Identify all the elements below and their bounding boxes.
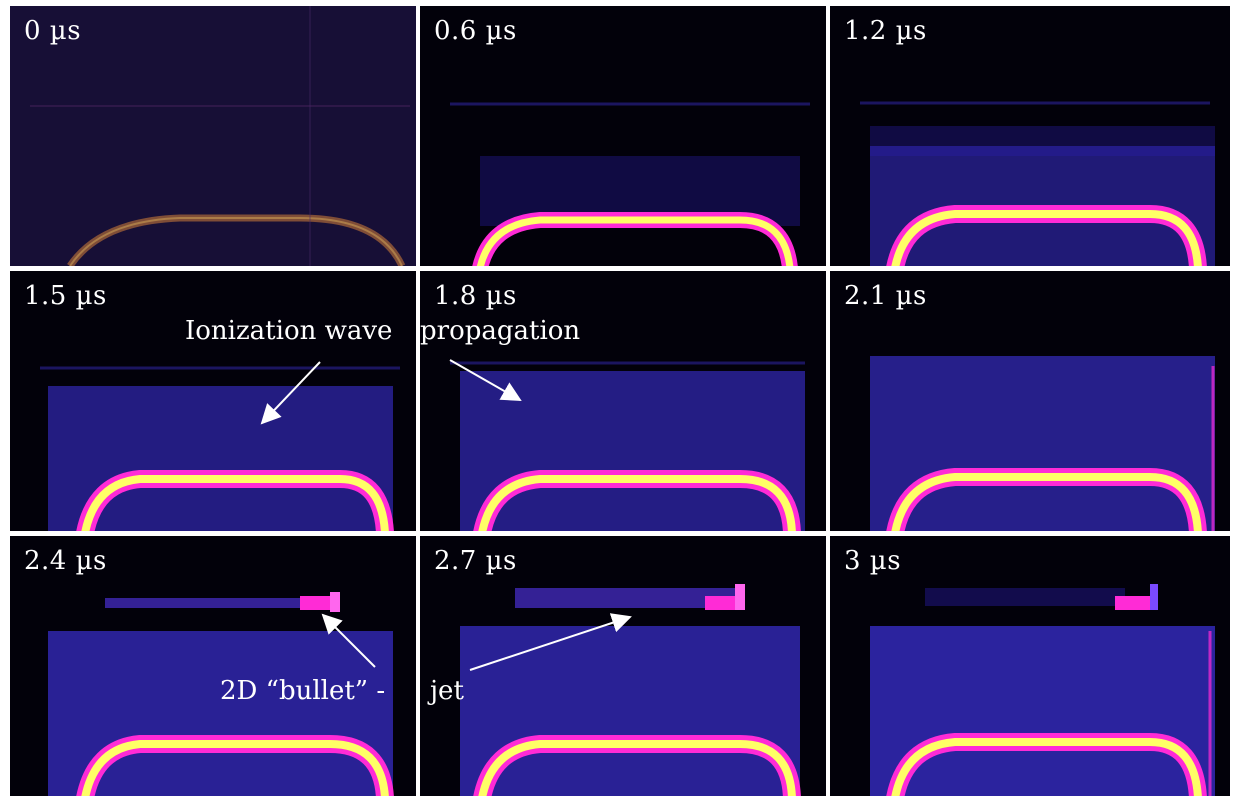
frame-1-2us-image — [830, 6, 1230, 266]
ionization-wave-label: Ionization wave — [185, 316, 393, 346]
time-label: 2.7 µs — [434, 546, 517, 576]
frame-0-6us-image — [420, 6, 826, 266]
frame-1-5us: 1.5 µs — [10, 271, 416, 531]
frame-2-4us: 2.4 µs — [10, 536, 416, 796]
frame-1-5us-image — [10, 271, 416, 531]
time-label: 3 µs — [844, 546, 902, 576]
frame-0us-image — [10, 6, 416, 266]
propagation-label: propagation — [420, 316, 581, 346]
jet-label: jet — [430, 676, 464, 706]
time-label: 0 µs — [24, 16, 82, 46]
frame-1-2us: 1.2 µs — [830, 6, 1230, 266]
frame-2-7us: 2.7 µs — [420, 536, 826, 796]
bullet-label: 2D “bullet” - — [220, 676, 386, 706]
time-label: 1.5 µs — [24, 281, 107, 311]
time-label: 2.4 µs — [24, 546, 107, 576]
frame-2-1us-image — [830, 271, 1230, 531]
time-label: 1.8 µs — [434, 281, 517, 311]
time-label: 1.2 µs — [844, 16, 927, 46]
time-label: 0.6 µs — [434, 16, 517, 46]
frame-0us: 0 µs — [10, 6, 416, 266]
frame-0-6us: 0.6 µs — [420, 6, 826, 266]
frame-3us-image — [830, 536, 1230, 796]
frame-3us: 3 µs — [830, 536, 1230, 796]
frame-2-1us: 2.1 µs — [830, 271, 1230, 531]
frame-1-8us-image — [420, 271, 826, 531]
time-label: 2.1 µs — [844, 281, 927, 311]
frame-1-8us: 1.8 µs — [420, 271, 826, 531]
